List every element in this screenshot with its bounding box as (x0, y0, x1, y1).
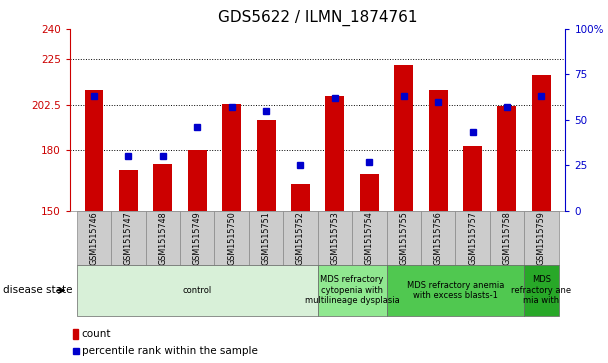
Bar (119, 170, 138, 211)
Text: percentile rank within the sample: percentile rank within the sample (82, 346, 258, 356)
Bar (352, 211, 387, 265)
Bar (77, 211, 111, 265)
Text: control: control (182, 286, 212, 295)
Bar (394, 65, 413, 211)
Text: GSM1515755: GSM1515755 (399, 211, 408, 265)
Bar (524, 265, 559, 316)
Bar (421, 211, 455, 265)
Bar (249, 211, 283, 265)
Text: disease state: disease state (3, 285, 72, 295)
Bar (73, 329, 78, 339)
Text: GSM1515750: GSM1515750 (227, 211, 236, 265)
Bar (180, 211, 215, 265)
Text: GSM1515746: GSM1515746 (89, 211, 98, 265)
Title: GDS5622 / ILMN_1874761: GDS5622 / ILMN_1874761 (218, 10, 418, 26)
Bar (188, 150, 207, 211)
Text: GSM1515758: GSM1515758 (502, 211, 511, 265)
Bar (387, 265, 524, 316)
Text: GSM1515757: GSM1515757 (468, 211, 477, 265)
Text: GSM1515759: GSM1515759 (537, 211, 546, 265)
Text: MDS refractory anemia
with excess blasts-1: MDS refractory anemia with excess blasts… (407, 281, 504, 300)
Text: MDS refractory
cytopenia with
multilineage dysplasia: MDS refractory cytopenia with multilinea… (305, 276, 399, 305)
Bar (387, 211, 421, 265)
Bar (77, 265, 317, 316)
Bar (325, 95, 344, 211)
Bar (489, 211, 524, 265)
Bar (429, 90, 447, 211)
Bar (215, 211, 249, 265)
Bar (497, 106, 516, 211)
Bar (146, 211, 180, 265)
Bar (153, 164, 172, 211)
Text: GSM1515753: GSM1515753 (330, 211, 339, 265)
Text: GSM1515749: GSM1515749 (193, 211, 202, 265)
Text: GSM1515756: GSM1515756 (434, 211, 443, 265)
Bar (524, 211, 559, 265)
Bar (317, 211, 352, 265)
Bar (257, 120, 275, 211)
Text: GSM1515754: GSM1515754 (365, 211, 374, 265)
Bar (455, 211, 489, 265)
Text: MDS
refractory ane
mia with: MDS refractory ane mia with (511, 276, 572, 305)
Bar (291, 184, 310, 211)
Text: GSM1515748: GSM1515748 (158, 211, 167, 265)
Bar (85, 90, 103, 211)
Text: count: count (82, 329, 111, 339)
Bar (222, 104, 241, 211)
Bar (111, 211, 146, 265)
Bar (317, 265, 387, 316)
Bar (532, 76, 551, 211)
Bar (360, 174, 379, 211)
Text: GSM1515751: GSM1515751 (261, 211, 271, 265)
Text: GSM1515747: GSM1515747 (124, 211, 133, 265)
Bar (283, 211, 317, 265)
Bar (463, 146, 482, 211)
Text: GSM1515752: GSM1515752 (296, 211, 305, 265)
